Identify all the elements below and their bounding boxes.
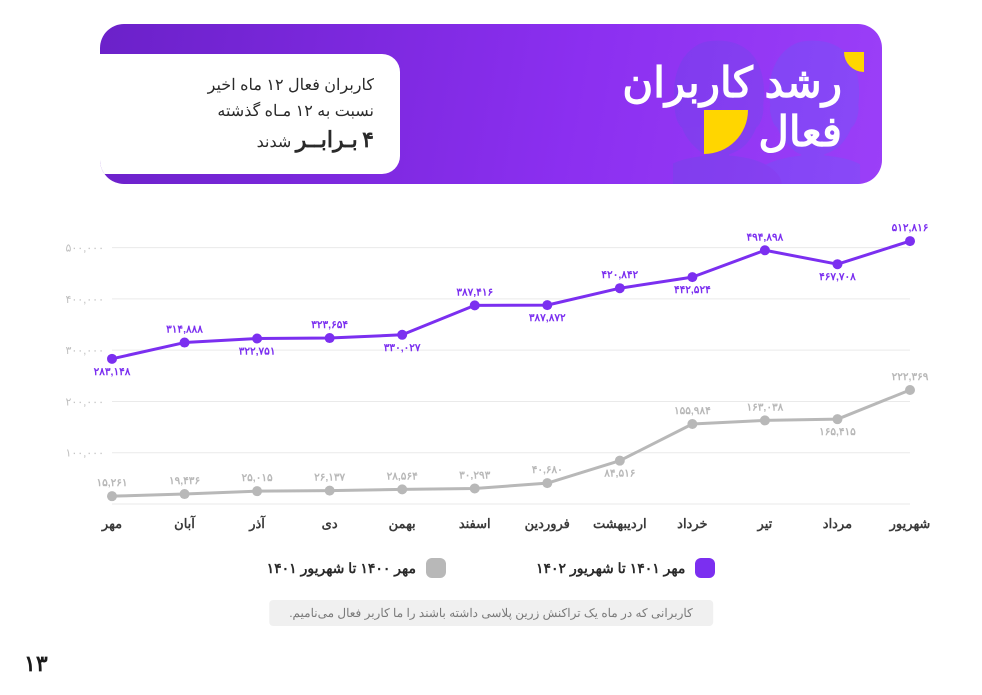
svg-text:۲۸,۵۶۴: ۲۸,۵۶۴ [387,470,418,482]
summary-number: ۴ [362,127,374,152]
svg-text:۱۹,۴۳۶: ۱۹,۴۳۶ [169,475,200,487]
svg-text:اسفند: اسفند [459,516,491,531]
svg-text:۳۸۷,۴۱۶: ۳۸۷,۴۱۶ [456,286,493,298]
svg-text:۸۴,۵۱۶: ۸۴,۵۱۶ [603,468,635,480]
svg-text:تیر: تیر [757,516,773,532]
legend-item-previous: مهر ۱۴۰۰ تا شهریور ۱۴۰۱ [267,558,446,578]
svg-text:۱۶۳,۰۳۸: ۱۶۳,۰۳۸ [747,401,784,413]
svg-text:۳۱۴,۸۸۸: ۳۱۴,۸۸۸ [166,324,203,336]
accent-shape-bottom [704,110,748,154]
svg-text:۳۸۷,۸۷۲: ۳۸۷,۸۷۲ [529,312,566,324]
legend-label-current: مهر ۱۴۰۱ تا شهریور ۱۴۰۲ [536,560,685,577]
svg-text:۵۱۲,۸۱۶: ۵۱۲,۸۱۶ [892,222,929,234]
legend: مهر ۱۴۰۱ تا شهریور ۱۴۰۲ مهر ۱۴۰۰ تا شهری… [0,558,982,578]
svg-text:آذر: آذر [248,515,266,532]
svg-text:۱۶۵,۴۱۵: ۱۶۵,۴۱۵ [819,426,856,438]
svg-text:۳۳۰,۰۲۷: ۳۳۰,۰۲۷ [384,342,421,354]
svg-text:۴۰۰,۰۰۰: ۴۰۰,۰۰۰ [65,294,104,306]
svg-text:آبان: آبان [174,515,196,531]
svg-text:۳۲۲,۷۵۱: ۳۲۲,۷۵۱ [239,346,276,358]
svg-text:۴۰,۶۸۰: ۴۰,۶۸۰ [532,464,563,476]
svg-text:۴۴۲,۵۲۴: ۴۴۲,۵۲۴ [674,284,711,296]
summary-tail: شدند [257,134,296,151]
svg-text:مهر: مهر [101,516,122,532]
svg-text:۱۰۰,۰۰۰: ۱۰۰,۰۰۰ [65,448,104,460]
legend-swatch-previous [426,558,446,578]
legend-item-current: مهر ۱۴۰۱ تا شهریور ۱۴۰۲ [536,558,715,578]
svg-text:اردیبهشت: اردیبهشت [593,516,647,532]
footnote: کاربرانی که در ماه یک تراکنش زرین پلاسی … [269,600,713,626]
legend-swatch-current [695,558,715,578]
summary-box: کاربران فعال ۱۲ ماه اخیر نسبت به ۱۲ مـاه… [100,54,400,174]
growth-chart: ۱۰۰,۰۰۰ ۲۰۰,۰۰۰ ۳۰۰,۰۰۰ ۴۰۰,۰۰۰ ۵۰۰,۰۰۰ مهر آب… [50,210,930,550]
svg-text:۵۰۰,۰۰۰: ۵۰۰,۰۰۰ [65,243,104,255]
svg-text:فروردین: فروردین [525,516,570,532]
svg-text:۳۲۳,۶۵۴: ۳۲۳,۶۵۴ [311,319,348,331]
svg-text:بهمن: بهمن [389,516,416,532]
svg-text:۲۶,۱۳۷: ۲۶,۱۳۷ [314,472,345,484]
page-number: ۱۳ [24,651,48,677]
summary-emphasis: ۴ بـرابــر شدند [118,127,374,153]
summary-line-2: نسبت به ۱۲ مـاه گذشته [118,101,374,121]
legend-label-previous: مهر ۱۴۰۰ تا شهریور ۱۴۰۱ [267,560,416,577]
svg-text:۱۵۵,۹۸۴: ۱۵۵,۹۸۴ [674,405,711,417]
title-line-2: فعال [704,107,842,156]
svg-text:۲۲۲,۳۶۹: ۲۲۲,۳۶۹ [892,371,929,383]
title-text-2: فعال [758,107,842,156]
svg-text:شهریور: شهریور [889,516,930,532]
title-text-1: رشد کاربران [622,59,842,106]
svg-text:۴۶۷,۷۰۸: ۴۶۷,۷۰۸ [819,271,856,283]
svg-text:۲۵,۰۱۵: ۲۵,۰۱۵ [242,472,273,484]
chart-svg: ۱۰۰,۰۰۰ ۲۰۰,۰۰۰ ۳۰۰,۰۰۰ ۴۰۰,۰۰۰ ۵۰۰,۰۰۰ مهر آب… [50,210,930,550]
svg-text:۲۸۳,۱۴۸: ۲۸۳,۱۴۸ [94,366,131,378]
svg-text:۱۵,۲۶۱: ۱۵,۲۶۱ [96,477,127,489]
svg-text:۳۰۰,۰۰۰: ۳۰۰,۰۰۰ [65,345,104,357]
svg-text:خرداد: خرداد [677,516,707,532]
title: رشد کاربران فعال [622,58,842,156]
summary-line-1: کاربران فعال ۱۲ ماه اخیر [118,75,374,95]
title-line-1: رشد کاربران [622,58,842,107]
svg-text:۴۲۰,۸۴۲: ۴۲۰,۸۴۲ [601,269,638,281]
svg-text:دی: دی [322,516,338,531]
svg-text:۴۹۴,۸۹۸: ۴۹۴,۸۹۸ [747,231,784,243]
summary-word: بـرابــر [296,127,358,152]
svg-text:مرداد: مرداد [823,516,852,532]
svg-text:۳۰,۲۹۳: ۳۰,۲۹۳ [459,469,490,481]
header-card: 👥 رشد کاربران فعال کاربران فعال ۱۲ ماه ا… [100,24,882,184]
svg-text:۲۰۰,۰۰۰: ۲۰۰,۰۰۰ [65,396,104,408]
